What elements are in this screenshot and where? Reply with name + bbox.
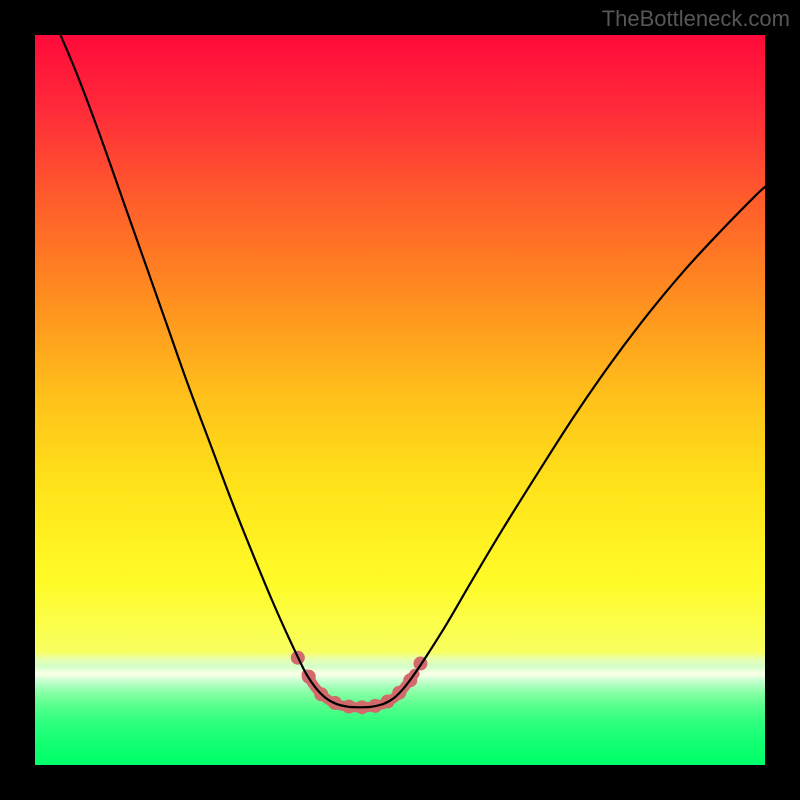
chart-svg <box>0 0 800 800</box>
watermark-text: TheBottleneck.com <box>602 6 790 32</box>
plot-background <box>35 35 765 765</box>
chart-root: TheBottleneck.com <box>0 0 800 800</box>
